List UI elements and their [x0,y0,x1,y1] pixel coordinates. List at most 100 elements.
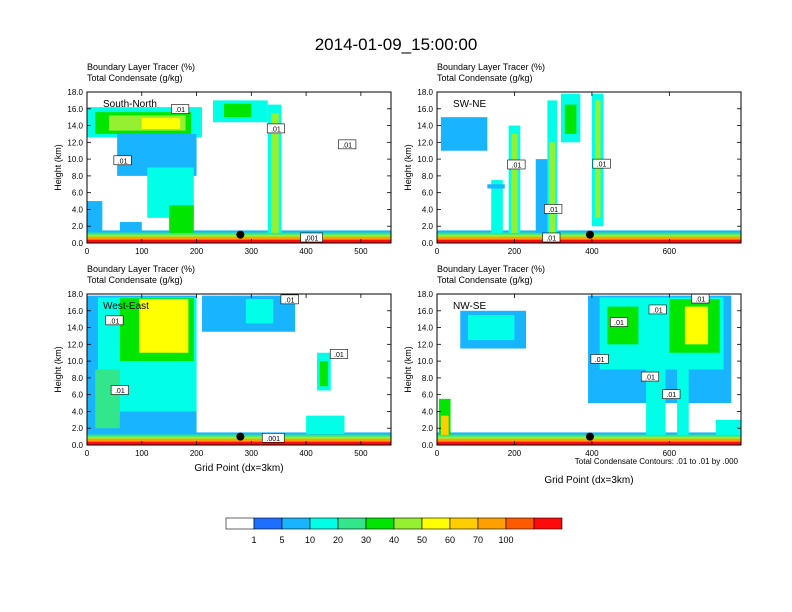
y-tick-label: 4.0 [72,205,84,214]
figure-title: 2014-01-09_15:00:00 [315,35,478,54]
colorbar-level-label: 10 [305,535,315,545]
plot-frame [436,293,742,446]
svg-text:.01: .01 [597,162,607,169]
contour-label: .01 [544,204,563,214]
tracer-region [223,103,252,118]
y-tick-label: 2.0 [72,222,84,231]
tracer-region [715,419,741,435]
svg-text:.01: .01 [115,388,125,395]
y-tick-label: 12.0 [417,340,433,349]
tracer-region [319,361,329,387]
svg-text:.01: .01 [645,375,655,382]
contour-label: .01 [640,371,660,382]
tracer-region [437,238,741,243]
contour-label: .01 [266,123,286,133]
plot-field: .01 .01 .01 .01 .001 West-East [87,294,391,445]
tracer-region [491,180,503,233]
x-tick-label: 100 [135,449,149,458]
panel-header-condensate: Total Condensate (g/kg) [87,275,183,285]
tracer-region [467,314,515,341]
tracer-region [511,133,518,233]
y-tick-label: 16.0 [67,307,83,316]
contour-label: .01 [592,158,611,169]
y-axis-label: Height (km) [53,144,63,191]
tracer-region [141,118,181,129]
y-tick-label: 14.0 [67,122,83,131]
tracer-region [139,299,189,353]
x-tick-label: 400 [299,449,313,458]
colorbar-level-label: 40 [389,535,399,545]
tracer-region [95,369,120,429]
svg-text:.01: .01 [118,158,128,165]
svg-text:.01: .01 [342,142,352,149]
y-tick-label: 8.0 [72,374,84,383]
tracer-region [169,205,194,233]
tracer-region [535,159,550,233]
y-tick-label: 8.0 [422,374,434,383]
x-tick-label: 200 [508,449,522,458]
y-tick-label: 10.0 [417,357,433,366]
x-tick-label: 200 [190,247,204,256]
colorbar-level-label: 30 [361,535,371,545]
y-tick-label: 16.0 [417,307,433,316]
y-tick-label: 0.0 [72,239,84,248]
svg-text:.01: .01 [546,235,556,242]
colorbar-swatch [337,517,367,530]
svg-text:.01: .01 [595,357,605,364]
svg-text:.01: .01 [548,207,558,214]
cross-section-label: South-North [103,99,157,110]
panel-sw-ne: Boundary Layer Tracer (%)Total Condensat… [403,62,742,256]
y-tick-label: 18.0 [417,88,433,97]
tracer-region [677,361,689,435]
cross-section-label: SW-NE [453,99,486,110]
y-tick-label: 12.0 [417,138,433,147]
plot-field: .01 .01 .01 .01 .001 South-North [87,92,391,243]
colorbar-swatch [253,517,283,530]
panel-header-tracer: Boundary Layer Tracer (%) [87,62,195,72]
y-tick-label: 6.0 [422,391,434,400]
y-tick-label: 8.0 [72,172,84,181]
cross-section-label: NW-SE [453,301,486,312]
location-marker [236,230,245,239]
y-tick-label: 6.0 [72,189,84,198]
colorbar-level-label: 5 [279,535,284,545]
svg-text:.01: .01 [271,126,281,133]
x-tick-label: 0 [435,449,440,458]
location-marker [585,432,594,441]
y-tick-label: 16.0 [67,105,83,114]
contour-label: .01 [105,315,124,325]
svg-text:.01: .01 [334,352,344,359]
y-tick-label: 4.0 [422,407,434,416]
contour-label: .01 [590,354,609,364]
panel-header-condensate: Total Condensate (g/kg) [437,275,533,285]
panel-header-condensate: Total Condensate (g/kg) [87,73,183,83]
colorbar-swatch [365,517,395,530]
contour-label: .01 [110,385,129,395]
tracer-region [564,104,577,134]
x-tick-label: 500 [354,449,368,458]
y-tick-label: 8.0 [422,172,434,181]
x-tick-label: 300 [245,449,259,458]
colorbar-level-label: 50 [417,535,427,545]
y-axis-label: Height (km) [403,346,413,393]
contour-label: .001 [261,432,285,443]
tracer-region [684,306,709,345]
x-tick-label: 400 [585,247,599,256]
contour-label: .01 [329,349,349,359]
tracer-region [437,440,741,445]
y-tick-label: 10.0 [417,155,433,164]
colorbar-swatch [449,517,479,530]
colorbar-swatch [421,517,451,530]
panel-nw-se: Boundary Layer Tracer (%)Total Condensat… [403,264,742,486]
panel-south-north: Boundary Layer Tracer (%)Total Condensat… [53,62,392,256]
y-axis-label: Height (km) [403,144,413,191]
plot-frame [86,293,392,446]
plot-field: .01 .01 .01 .01 .01 .01 NW-SE [437,294,741,445]
x-tick-label: 200 [190,449,204,458]
contour-label: .01 [171,104,190,114]
tracer-region [87,201,103,232]
cross-section-label: West-East [103,301,149,312]
colorbar-level-label: 20 [333,535,343,545]
colorbar-level-label: 100 [498,535,513,545]
x-tick-label: 400 [585,449,599,458]
